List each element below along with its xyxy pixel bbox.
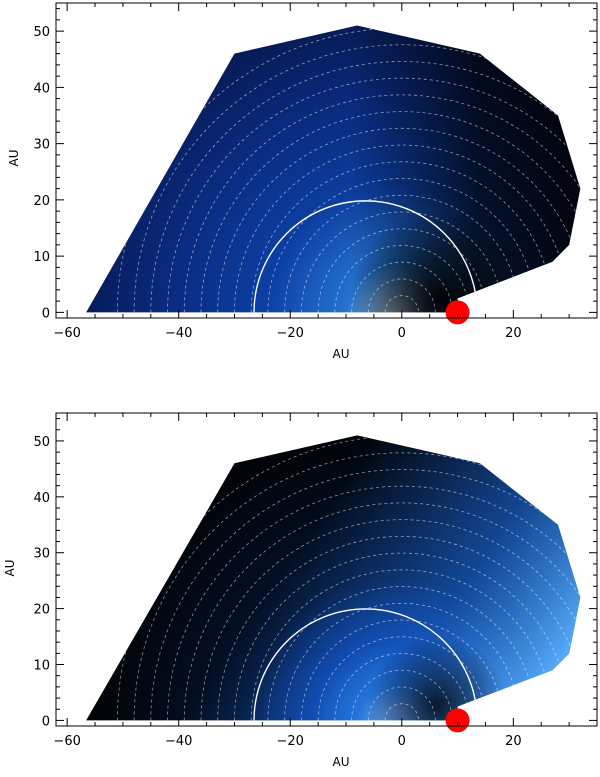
y-tick-label: 0 xyxy=(42,714,50,729)
y-tick-label: 50 xyxy=(33,435,50,450)
y-tick-label: 0 xyxy=(42,306,50,321)
x-tick-label: −20 xyxy=(277,326,304,341)
bottom-x-axis-label: AU xyxy=(333,755,350,769)
contour-line xyxy=(200,111,581,313)
contour-line xyxy=(334,245,470,313)
y-tick-label: 20 xyxy=(33,603,50,618)
contour-line xyxy=(367,686,436,721)
contour-line xyxy=(167,77,581,313)
contour-line xyxy=(267,178,537,313)
x-tick-label: 0 xyxy=(398,734,406,749)
contour-line xyxy=(200,519,581,721)
top-planet-marker xyxy=(445,300,470,325)
contour-line xyxy=(284,602,520,721)
contour-line xyxy=(284,194,520,313)
contour-line xyxy=(301,619,503,721)
y-tick-label: 30 xyxy=(33,138,50,153)
bottom-y-axis-label: AU xyxy=(3,560,17,577)
contour-line xyxy=(234,553,570,721)
bottom-panel: −60 −40 −20 0 20 0 10 20 30 40 50 AU AU xyxy=(3,412,598,769)
contour-line xyxy=(150,469,581,721)
y-tick-label: 10 xyxy=(33,250,50,265)
y-tick-label: 40 xyxy=(33,81,50,96)
top-axes: −60 −40 −20 0 20 0 10 20 30 40 50 xyxy=(33,2,598,341)
bottom-contour-lines xyxy=(116,435,581,721)
bottom-planet-marker xyxy=(445,708,470,733)
top-white-arc xyxy=(253,200,478,313)
x-tick-label: 0 xyxy=(398,326,406,341)
y-tick-label: 10 xyxy=(33,659,50,674)
contour-line xyxy=(133,44,581,313)
contour-line xyxy=(267,586,537,721)
contour-line xyxy=(150,60,581,313)
top-panel: −60 −40 −20 0 20 0 10 20 30 40 50 AU AU xyxy=(7,2,598,361)
x-tick-label: −40 xyxy=(165,734,192,749)
y-tick-label: 20 xyxy=(33,194,50,209)
contour-line xyxy=(301,211,503,313)
contour-line xyxy=(317,636,486,721)
contour-line xyxy=(351,669,453,721)
contour-line xyxy=(250,161,553,313)
plot-frame xyxy=(55,412,598,727)
x-tick-label: −40 xyxy=(165,326,192,341)
contour-line xyxy=(317,228,486,313)
x-tick-label: −20 xyxy=(277,734,304,749)
x-tick-label: 20 xyxy=(505,326,522,341)
contour-line xyxy=(167,485,581,721)
plot-frame xyxy=(55,2,598,319)
y-tick-label: 30 xyxy=(33,547,50,562)
contour-line xyxy=(334,653,470,721)
bottom-axes: −60 −40 −20 0 20 0 10 20 30 40 50 xyxy=(33,412,598,749)
top-y-axis-label: AU xyxy=(7,150,21,167)
contour-line xyxy=(367,278,436,313)
y-tick-label: 40 xyxy=(33,491,50,506)
y-tick-label: 50 xyxy=(33,25,50,40)
contour-line xyxy=(384,295,419,313)
top-x-axis-label: AU xyxy=(333,347,350,361)
contour-line xyxy=(384,703,419,721)
contour-line xyxy=(351,261,453,313)
bottom-colormap-near-planet xyxy=(86,435,581,721)
x-tick-label: −60 xyxy=(53,734,80,749)
contour-line xyxy=(250,569,553,721)
x-tick-label: 20 xyxy=(505,734,522,749)
contour-line xyxy=(133,452,581,721)
x-tick-label: −60 xyxy=(53,326,80,341)
contour-line xyxy=(234,145,570,313)
bottom-white-arc xyxy=(253,608,478,721)
